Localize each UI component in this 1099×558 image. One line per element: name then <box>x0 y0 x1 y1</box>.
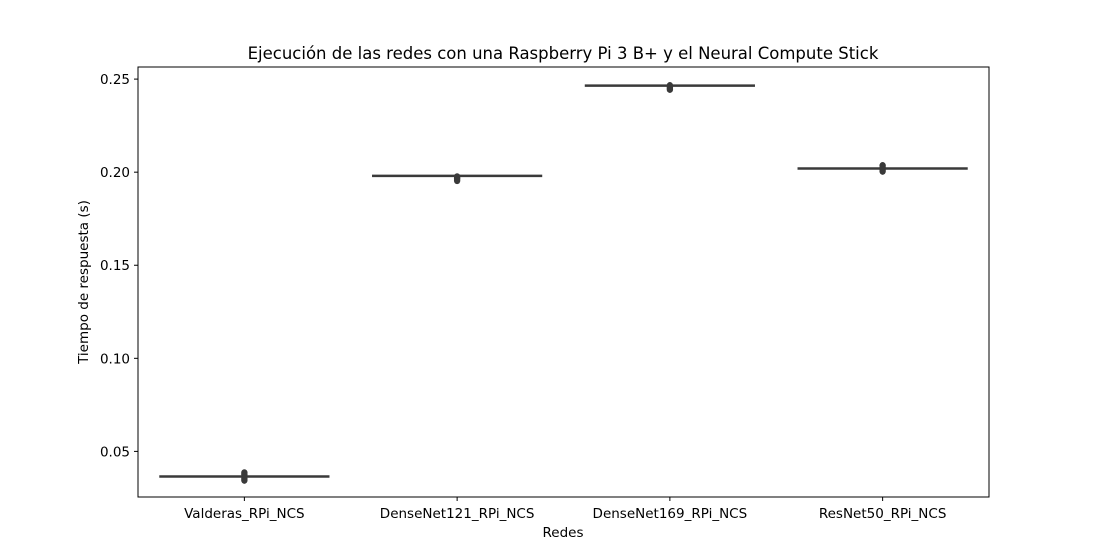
outlier-2-2 <box>666 82 674 90</box>
y-axis: 0.05 0.10 0.15 0.20 0.25 <box>100 72 138 460</box>
outlier-3-3 <box>879 162 886 170</box>
y-tick-label-0: 0.05 <box>100 444 130 460</box>
y-tick-label-1: 0.10 <box>100 351 130 367</box>
y-tick-label-3: 0.20 <box>100 165 130 181</box>
x-tick-label-1: DenseNet121_RPi_NCS <box>380 506 535 522</box>
outlier-0-3 <box>241 469 248 477</box>
x-axis: Valderas_RPi_NCS DenseNet121_RPi_NCS Dense… <box>184 497 946 522</box>
plot-frame <box>137 66 990 498</box>
y-axis-label: Tiempo de respuesta (s) <box>76 200 92 365</box>
x-tick-label-3: ResNet50_RPi_NCS <box>819 506 947 522</box>
plot-marks <box>159 82 968 484</box>
y-tick-label-2: 0.15 <box>100 258 130 274</box>
x-tick-label-0: Valderas_RPi_NCS <box>184 506 305 522</box>
chart-title: Ejecución de las redes con una Raspberry… <box>248 44 879 63</box>
outlier-1-2 <box>453 173 461 181</box>
y-tick-label-4: 0.25 <box>100 72 130 88</box>
x-tick-label-2: DenseNet169_RPi_NCS <box>593 506 748 522</box>
x-axis-label: Redes <box>543 525 584 541</box>
